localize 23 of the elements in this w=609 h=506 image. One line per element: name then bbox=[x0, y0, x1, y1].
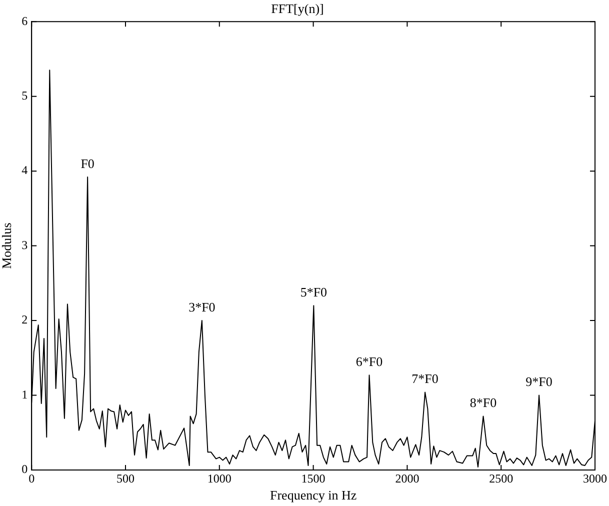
x-axis-title: Frequency in Hz bbox=[270, 488, 357, 503]
annotation: 6*F0 bbox=[356, 354, 383, 370]
chart-title: FFT[y(n)] bbox=[271, 1, 324, 16]
annotation: F0 bbox=[80, 156, 94, 171]
y-tick-label: 2 bbox=[22, 312, 28, 327]
y-tick-label: 6 bbox=[22, 14, 28, 28]
annotation: 8*F0 bbox=[470, 395, 497, 410]
x-tick-label: 1000 bbox=[207, 471, 232, 486]
annotation: 9*F0 bbox=[526, 374, 552, 390]
y-tick-label: 3 bbox=[22, 238, 28, 252]
x-tick-label: 3000 bbox=[583, 471, 607, 486]
x-tick-label: 500 bbox=[116, 471, 134, 486]
y-tick-label: 4 bbox=[22, 163, 28, 178]
x-tick-label: 1500 bbox=[301, 471, 326, 486]
annotation: 7*F0 bbox=[412, 371, 438, 386]
y-tick-label: 1 bbox=[22, 387, 28, 402]
annotation: 5*F0 bbox=[300, 284, 328, 300]
annotation: 3*F0 bbox=[188, 299, 216, 314]
y-tick-label: 0 bbox=[22, 462, 28, 476]
y-tick-label: 5 bbox=[22, 88, 28, 102]
x-tick-label: 2500 bbox=[489, 471, 514, 486]
y-axis-title: Modulus bbox=[0, 222, 14, 269]
x-tick-label: 2000 bbox=[395, 471, 420, 486]
